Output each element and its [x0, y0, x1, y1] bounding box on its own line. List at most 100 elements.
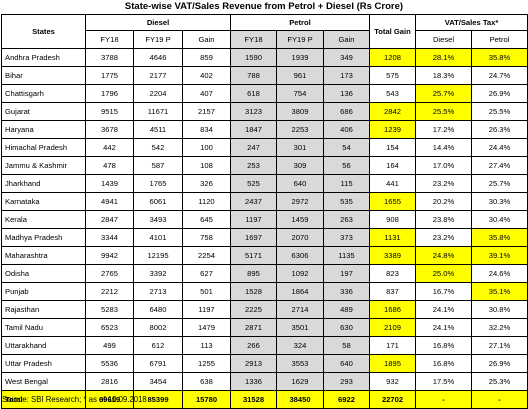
cell-petrol-fy19p: 3809	[276, 102, 324, 121]
total-vat-petrol: -	[470, 390, 528, 409]
cell-total-gain: 164	[369, 156, 416, 175]
cell-diesel-gain: 1197	[182, 300, 231, 319]
cell-diesel-fy18: 5283	[85, 300, 134, 319]
table-row: Kerala 2847 3493 645 1197 1459 263 908 23.8% 30.4…	[1, 210, 528, 229]
cell-diesel-gain: 645	[182, 210, 231, 229]
cell-total-gain: 1686	[369, 300, 416, 319]
cell-state: Maharashtra	[1, 246, 86, 265]
cell-petrol-gain: 197	[323, 264, 370, 283]
cell-petrol-fy18: 1197	[230, 210, 277, 229]
cell-petrol-gain: 58	[323, 336, 370, 355]
cell-petrol-fy19p: 3553	[276, 354, 324, 373]
cell-diesel-gain: 407	[182, 84, 231, 103]
header-total-gain: Total Gain	[369, 14, 416, 49]
cell-vat-diesel: 25.0%	[415, 264, 472, 283]
cell-diesel-fy19p: 4101	[133, 228, 183, 247]
cell-state: Andhra Pradesh	[1, 48, 86, 67]
cell-petrol-fy19p: 640	[276, 174, 324, 193]
cell-petrol-fy19p: 301	[276, 138, 324, 157]
cell-petrol-gain: 336	[323, 282, 370, 301]
cell-total-gain: 2842	[369, 102, 416, 121]
table-body: Andhra Pradesh 3788 4646 859 1590 1939 349 1208…	[1, 48, 528, 409]
cell-petrol-fy18: 788	[230, 66, 277, 85]
cell-petrol-fy18: 1697	[230, 228, 277, 247]
cell-petrol-gain: 56	[323, 156, 370, 175]
source-note: Source: SBI Research; * as of 10.09.2018	[2, 395, 147, 404]
cell-vat-petrol: 24.6%	[470, 264, 528, 283]
cell-diesel-fy18: 2816	[85, 372, 134, 391]
cell-total-gain: 1895	[369, 354, 416, 373]
cell-vat-diesel: 17.2%	[415, 120, 472, 139]
cell-diesel-fy19p: 6480	[133, 300, 183, 319]
cell-diesel-fy19p: 11671	[133, 102, 183, 121]
cell-petrol-fy18: 525	[230, 174, 277, 193]
cell-total-gain: 908	[369, 210, 416, 229]
cell-petrol-gain: 136	[323, 84, 370, 103]
cell-petrol-fy18: 1590	[230, 48, 277, 67]
cell-vat-petrol: 39.1%	[470, 246, 528, 265]
cell-diesel-gain: 108	[182, 156, 231, 175]
cell-vat-diesel: 17.5%	[415, 372, 472, 391]
cell-petrol-fy19p: 324	[276, 336, 324, 355]
table-row: Uttar Pradesh 5536 6791 1255 2913 3553 640 1895…	[1, 354, 528, 373]
cell-diesel-fy19p: 4511	[133, 120, 183, 139]
subheader-diesel-fy18: FY18	[85, 30, 134, 49]
table-row: Bihar 1775 2177 402 788 961 173 575 18.3% 24.7%	[1, 66, 528, 85]
cell-diesel-gain: 1479	[182, 318, 231, 337]
table-row: Himachal Pradesh 442 542 100 247 301 54 154 14.4…	[1, 138, 528, 157]
cell-vat-petrol: 26.9%	[470, 354, 528, 373]
cell-petrol-gain: 54	[323, 138, 370, 157]
cell-vat-diesel: 17.0%	[415, 156, 472, 175]
cell-diesel-fy19p: 2713	[133, 282, 183, 301]
subheader-vat-diesel: Diesel	[415, 30, 472, 49]
cell-diesel-gain: 2157	[182, 102, 231, 121]
table-row: Odisha 2765 3392 627 895 1092 197 823 25.0% 24.6%	[1, 264, 528, 283]
table-row: Chattisgarh 1796 2204 407 618 754 136 543 25.7% 2…	[1, 84, 528, 103]
cell-petrol-fy18: 253	[230, 156, 277, 175]
subheader-vat-petrol: Petrol	[470, 30, 528, 49]
total-diesel-gain: 15780	[182, 390, 231, 409]
subheader-petrol-fy19p: FY19 P	[276, 30, 324, 49]
cell-diesel-fy18: 2212	[85, 282, 134, 301]
total-diesel-fy18: 69619	[85, 390, 134, 409]
cell-diesel-fy18: 2765	[85, 264, 134, 283]
cell-diesel-fy18: 6523	[85, 318, 134, 337]
vat-revenue-table: States Diesel Petrol Total Gain VAT/Sale…	[1, 14, 528, 409]
cell-state: Punjab	[1, 282, 86, 301]
cell-vat-petrol: 25.5%	[470, 102, 528, 121]
cell-state: Odisha	[1, 264, 86, 283]
cell-diesel-fy18: 1796	[85, 84, 134, 103]
cell-vat-petrol: 35.1%	[470, 282, 528, 301]
total-petrol-fy19p: 38450	[276, 390, 324, 409]
cell-diesel-fy19p: 2177	[133, 66, 183, 85]
cell-state: Uttarakhand	[1, 336, 86, 355]
cell-diesel-fy19p: 6061	[133, 192, 183, 211]
cell-petrol-gain: 373	[323, 228, 370, 247]
cell-diesel-fy18: 1775	[85, 66, 134, 85]
cell-petrol-fy19p: 961	[276, 66, 324, 85]
cell-petrol-gain: 293	[323, 372, 370, 391]
total-vat-diesel: -	[415, 390, 472, 409]
cell-petrol-fy19p: 2070	[276, 228, 324, 247]
table-row: Rajasthan 5283 6480 1197 2225 2714 489 1686 24.1…	[1, 300, 528, 319]
subheader-petrol-gain: Gain	[323, 30, 370, 49]
cell-vat-petrol: 24.4%	[470, 138, 528, 157]
header-diesel: Diesel	[85, 14, 231, 31]
table-row: West Bengal 2816 3454 638 1336 1629 293 932 17.5…	[1, 372, 528, 391]
cell-total-gain: 154	[369, 138, 416, 157]
cell-vat-petrol: 25.3%	[470, 372, 528, 391]
cell-diesel-gain: 1255	[182, 354, 231, 373]
cell-petrol-fy18: 2225	[230, 300, 277, 319]
total-diesel-fy19p: 85399	[133, 390, 183, 409]
cell-petrol-gain: 640	[323, 354, 370, 373]
cell-total-gain: 171	[369, 336, 416, 355]
cell-total-gain: 823	[369, 264, 416, 283]
cell-diesel-fy18: 3344	[85, 228, 134, 247]
total-petrol-fy18: 31528	[230, 390, 277, 409]
cell-vat-petrol: 26.9%	[470, 84, 528, 103]
cell-diesel-fy19p: 3392	[133, 264, 183, 283]
cell-total-gain: 837	[369, 282, 416, 301]
cell-petrol-gain: 173	[323, 66, 370, 85]
cell-petrol-fy18: 2437	[230, 192, 277, 211]
cell-vat-diesel: 24.1%	[415, 300, 472, 319]
